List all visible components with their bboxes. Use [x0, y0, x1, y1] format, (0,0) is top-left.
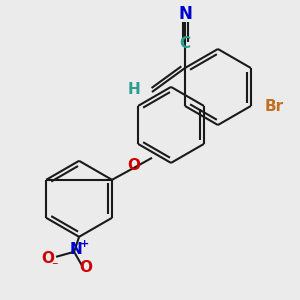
Text: N: N: [70, 242, 83, 257]
Text: O: O: [42, 251, 55, 266]
Text: N: N: [178, 5, 192, 23]
Text: H: H: [128, 82, 140, 98]
Text: O: O: [128, 158, 140, 173]
Text: Br: Br: [265, 98, 284, 113]
Text: +: +: [80, 239, 89, 249]
Text: O: O: [80, 260, 93, 275]
Text: C: C: [179, 37, 191, 52]
Text: ⁻: ⁻: [51, 260, 57, 273]
